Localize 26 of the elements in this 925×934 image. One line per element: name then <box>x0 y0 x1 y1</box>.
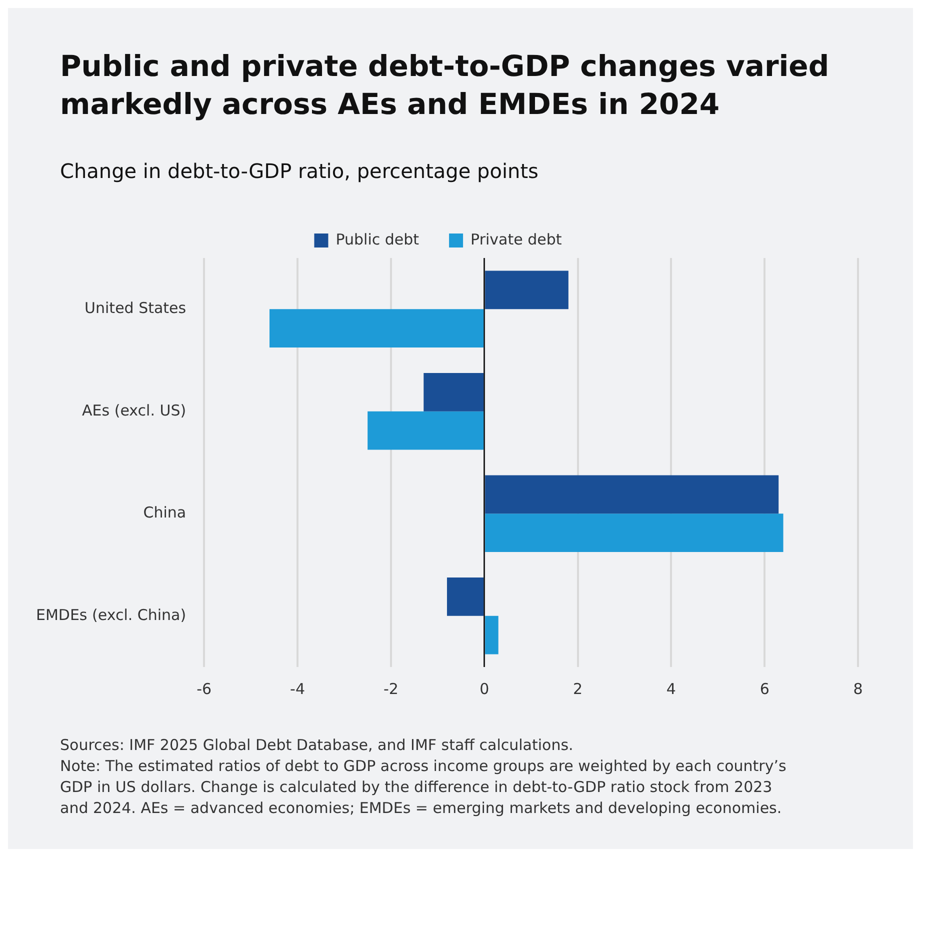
bar <box>424 373 484 412</box>
x-tick-label: 0 <box>480 680 490 698</box>
bar <box>270 310 484 348</box>
text: Note: The estimated ratios of debt to GDP across income groups are weighted by each country’s GDP in US dollars. Change is calculated by the difference in debt-to-GDP ratio stock from 2023 and 2024. AEs = advanced economies; EMDEs = emerging markets and developing economies. <box>60 756 788 820</box>
bar <box>485 514 784 552</box>
bar <box>485 271 568 310</box>
x-tick-label: 8 <box>853 680 863 698</box>
bar <box>485 616 498 655</box>
x-tick-label: 4 <box>666 680 676 698</box>
x-tick-label: -4 <box>290 680 306 698</box>
legend-label: Public debt <box>336 230 420 249</box>
chart-subtitle: Change in debt-to-GDP ratio, percentage points <box>59 158 540 186</box>
source-note: Sources: IMF 2025 Global Debt Database, and IMF staff calculations. <box>60 735 574 756</box>
y-tick-label: United States <box>84 299 186 318</box>
x-tick-label: -2 <box>383 680 398 698</box>
bar <box>368 412 484 450</box>
bar <box>485 476 779 514</box>
y-tick-label: AEs (excl. US) <box>82 402 186 420</box>
y-tick-label: EMDEs (excl. China) <box>36 606 186 624</box>
x-tick-label: 2 <box>572 680 583 698</box>
x-tick-label: 6 <box>760 680 770 698</box>
chart-title: Public and private debt-to-GDP changes varied markedly across AEs and EMDEs in 2024 <box>59 48 830 123</box>
bar <box>446 578 484 616</box>
x-tick-label: -6 <box>196 680 212 698</box>
legend-label: Private debt <box>470 230 562 249</box>
y-tick-label: China <box>143 504 186 522</box>
